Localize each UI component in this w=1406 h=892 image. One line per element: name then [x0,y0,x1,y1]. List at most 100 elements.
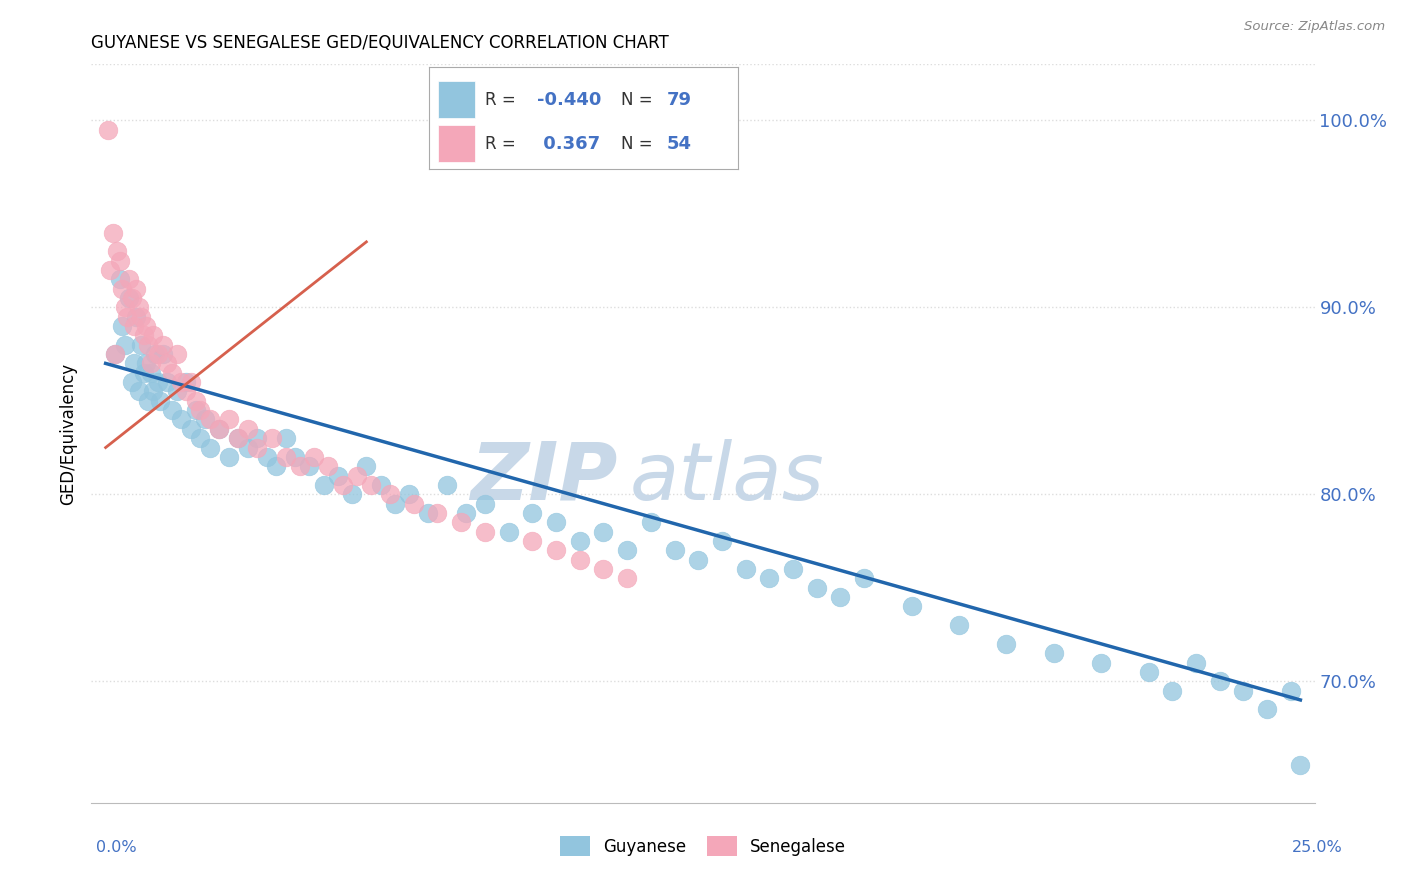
Point [135,356,157,370]
Point [152,337,174,351]
Point [236,441,259,455]
Point [474,497,496,511]
Point [208,422,231,436]
Point [180,375,202,389]
Point [853,571,876,585]
Point [198,412,221,426]
Point [332,478,354,492]
Point [128,384,150,399]
Point [318,459,340,474]
Point [125,282,148,296]
Text: -0.440: -0.440 [537,91,602,109]
Point [664,543,686,558]
Point [246,431,269,445]
Bar [439,81,475,118]
Point [436,478,458,492]
Text: N =: N = [620,91,658,109]
Point [136,337,159,351]
Point [830,590,852,604]
Point [139,366,162,380]
Point [688,552,710,566]
Text: R =: R = [485,135,520,153]
Text: 0.367: 0.367 [537,135,600,153]
Point [346,468,368,483]
Point [198,441,221,455]
Point [97,122,120,136]
Point [246,441,269,455]
Point [948,618,970,632]
Point [474,524,496,539]
Point [111,282,134,296]
Point [616,543,638,558]
Point [274,431,297,445]
Text: Source: ZipAtlas.com: Source: ZipAtlas.com [1244,20,1385,33]
Point [1043,646,1066,660]
Point [1185,656,1208,670]
Point [450,516,472,530]
Point [98,263,121,277]
Point [360,478,382,492]
Point [149,393,172,408]
Point [139,356,162,370]
Point [190,431,212,445]
Point [1232,683,1254,698]
Point [758,571,780,585]
Point [184,393,207,408]
Point [122,318,145,333]
Text: GUYANESE VS SENEGALESE GED/EQUIVALENCY CORRELATION CHART: GUYANESE VS SENEGALESE GED/EQUIVALENCY C… [91,34,669,52]
Point [145,347,167,361]
Point [180,422,202,436]
Point [640,516,662,530]
Point [806,581,828,595]
Point [190,403,212,417]
Point [398,487,420,501]
Point [121,375,143,389]
Point [218,450,240,464]
Point [288,459,311,474]
Point [129,310,152,324]
Point [454,506,477,520]
Point [710,534,733,549]
Point [114,301,136,315]
Point [146,375,169,389]
Point [1289,758,1312,772]
Point [326,468,349,483]
Point [174,384,197,399]
Text: 0.0%: 0.0% [96,839,136,855]
Point [592,562,614,576]
Point [142,384,165,399]
Legend: Guyanese, Senegalese: Guyanese, Senegalese [551,828,855,864]
Point [416,506,439,520]
Point [568,534,591,549]
Point [208,422,231,436]
Point [160,403,183,417]
Point [734,562,756,576]
Point [146,347,169,361]
Point [108,272,131,286]
Point [142,328,165,343]
Point [274,450,297,464]
Point [900,599,922,614]
Text: atlas: atlas [630,439,824,516]
Y-axis label: GED/Equivalency: GED/Equivalency [59,362,77,505]
Point [122,356,145,370]
Point [132,328,155,343]
Point [312,478,335,492]
Point [402,497,425,511]
Point [522,506,544,520]
Point [170,412,193,426]
Point [298,459,321,474]
Point [166,347,188,361]
Point [356,459,378,474]
Point [1279,683,1302,698]
Point [129,337,152,351]
Point [228,431,250,445]
Point [136,393,159,408]
Text: ZIP: ZIP [470,439,617,516]
Point [166,384,188,399]
Point [101,226,124,240]
Point [498,524,520,539]
Text: 25.0%: 25.0% [1292,839,1343,855]
Point [568,552,591,566]
Point [1090,656,1112,670]
